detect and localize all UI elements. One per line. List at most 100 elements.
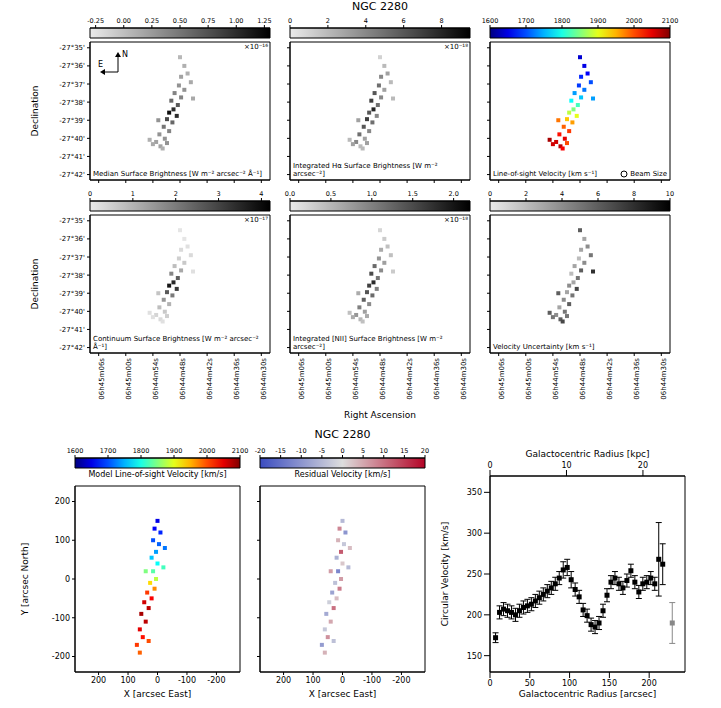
svg-text:0.50: 0.50 bbox=[173, 17, 187, 25]
svg-text:1.0: 1.0 bbox=[367, 190, 377, 198]
svg-text:X [arcsec East]: X [arcsec East] bbox=[124, 689, 191, 699]
svg-text:0: 0 bbox=[340, 676, 345, 685]
svg-text:06h44m36s: 06h44m36s bbox=[433, 358, 441, 400]
svg-text:0.75: 0.75 bbox=[201, 17, 215, 25]
svg-text:06h45m00s: 06h45m00s bbox=[125, 358, 133, 400]
svg-text:250: 250 bbox=[467, 570, 482, 579]
svg-text:0: 0 bbox=[155, 676, 160, 685]
svg-text:-27°36': -27°36' bbox=[59, 235, 85, 243]
svg-text:06h44m30s: 06h44m30s bbox=[460, 358, 468, 400]
svg-text:-27°35': -27°35' bbox=[59, 44, 85, 52]
svg-text:50: 50 bbox=[525, 679, 535, 688]
svg-text:2000: 2000 bbox=[626, 17, 643, 25]
svg-text:20: 20 bbox=[638, 461, 648, 470]
svg-text:2: 2 bbox=[326, 17, 330, 25]
svg-text:200: 200 bbox=[55, 497, 70, 506]
svg-text:5: 5 bbox=[361, 447, 365, 455]
svg-text:0.25: 0.25 bbox=[145, 17, 159, 25]
svg-text:6: 6 bbox=[596, 190, 600, 198]
svg-text:06h45m00s: 06h45m00s bbox=[525, 358, 533, 400]
svg-text:-27°39': -27°39' bbox=[59, 117, 85, 125]
svg-text:Y [arcsec North]: Y [arcsec North] bbox=[20, 543, 30, 617]
svg-text:6: 6 bbox=[402, 17, 406, 25]
svg-text:06h44m30s: 06h44m30s bbox=[260, 358, 268, 400]
svg-text:-27°41': -27°41' bbox=[59, 326, 85, 334]
svg-text:0: 0 bbox=[65, 575, 70, 584]
svg-text:-27°42': -27°42' bbox=[59, 171, 85, 179]
svg-text:E: E bbox=[98, 60, 103, 69]
svg-text:Galactocentric Radius [arcsec]: Galactocentric Radius [arcsec] bbox=[519, 689, 656, 699]
svg-text:150: 150 bbox=[602, 679, 617, 688]
svg-text:-200: -200 bbox=[392, 676, 410, 685]
svg-text:2.0: 2.0 bbox=[448, 190, 458, 198]
svg-text:200: 200 bbox=[276, 676, 291, 685]
svg-text:4: 4 bbox=[560, 190, 564, 198]
svg-text:0.00: 0.00 bbox=[117, 17, 131, 25]
svg-text:06h44m36s: 06h44m36s bbox=[233, 358, 241, 400]
svg-text:06h44m42s: 06h44m42s bbox=[606, 358, 614, 400]
svg-text:N: N bbox=[122, 50, 128, 59]
svg-text:-27°37': -27°37' bbox=[59, 254, 85, 262]
svg-text:06h44m42s: 06h44m42s bbox=[206, 358, 214, 400]
svg-text:200: 200 bbox=[91, 676, 106, 685]
svg-text:X [arcsec East]: X [arcsec East] bbox=[309, 689, 376, 699]
svg-text:0: 0 bbox=[288, 17, 292, 25]
svg-text:1.00: 1.00 bbox=[229, 17, 243, 25]
svg-text:2: 2 bbox=[524, 190, 528, 198]
svg-text:-27°37': -27°37' bbox=[59, 81, 85, 89]
svg-text:0: 0 bbox=[340, 447, 344, 455]
svg-text:-100: -100 bbox=[178, 676, 196, 685]
svg-text:-27°42': -27°42' bbox=[59, 344, 85, 352]
svg-text:-200: -200 bbox=[52, 652, 70, 661]
svg-text:0.5: 0.5 bbox=[326, 190, 336, 198]
svg-text:06h45m06s: 06h45m06s bbox=[498, 358, 506, 400]
svg-text:0: 0 bbox=[487, 679, 492, 688]
svg-text:06h44m42s: 06h44m42s bbox=[406, 358, 414, 400]
svg-text:06h44m48s: 06h44m48s bbox=[579, 358, 587, 400]
svg-text:0: 0 bbox=[88, 190, 92, 198]
svg-text:2000: 2000 bbox=[199, 447, 216, 455]
svg-text:-10: -10 bbox=[296, 447, 307, 455]
svg-text:1600: 1600 bbox=[67, 447, 84, 455]
svg-text:8: 8 bbox=[440, 17, 444, 25]
svg-text:06h45m00s: 06h45m00s bbox=[325, 358, 333, 400]
svg-text:06h44m54s: 06h44m54s bbox=[552, 358, 560, 400]
svg-text:-200: -200 bbox=[207, 676, 225, 685]
svg-text:0: 0 bbox=[488, 190, 492, 198]
svg-text:06h44m36s: 06h44m36s bbox=[633, 358, 641, 400]
svg-text:2100: 2100 bbox=[662, 17, 679, 25]
svg-text:-27°35': -27°35' bbox=[59, 217, 85, 225]
svg-text:100: 100 bbox=[305, 676, 320, 685]
svg-text:10: 10 bbox=[666, 190, 674, 198]
svg-text:-100: -100 bbox=[52, 614, 70, 623]
svg-text:1.25: 1.25 bbox=[257, 17, 271, 25]
svg-text:2100: 2100 bbox=[232, 447, 249, 455]
svg-text:100: 100 bbox=[120, 676, 135, 685]
svg-text:10: 10 bbox=[380, 447, 388, 455]
svg-text:-27°40': -27°40' bbox=[59, 308, 85, 316]
svg-text:1900: 1900 bbox=[166, 447, 183, 455]
svg-text:150: 150 bbox=[467, 652, 482, 661]
svg-text:3: 3 bbox=[217, 190, 221, 198]
svg-text:06h45m06s: 06h45m06s bbox=[98, 358, 106, 400]
svg-text:15: 15 bbox=[400, 447, 408, 455]
svg-text:06h44m48s: 06h44m48s bbox=[179, 358, 187, 400]
svg-text:0.0: 0.0 bbox=[285, 190, 295, 198]
svg-text:-27°36': -27°36' bbox=[59, 62, 85, 70]
svg-text:1.5: 1.5 bbox=[408, 190, 418, 198]
svg-text:-27°38': -27°38' bbox=[59, 272, 85, 280]
svg-text:10: 10 bbox=[561, 461, 571, 470]
svg-text:1800: 1800 bbox=[133, 447, 150, 455]
svg-text:-0.25: -0.25 bbox=[87, 17, 104, 25]
svg-text:-27°39': -27°39' bbox=[59, 290, 85, 298]
svg-text:Circular Velocity [km/s]: Circular Velocity [km/s] bbox=[440, 522, 450, 626]
svg-text:8: 8 bbox=[632, 190, 636, 198]
svg-text:200: 200 bbox=[642, 679, 657, 688]
svg-text:-27°40': -27°40' bbox=[59, 135, 85, 143]
svg-text:06h44m48s: 06h44m48s bbox=[379, 358, 387, 400]
svg-text:Declination: Declination bbox=[30, 86, 40, 137]
svg-text:06h44m54s: 06h44m54s bbox=[152, 358, 160, 400]
svg-text:06h45m06s: 06h45m06s bbox=[298, 358, 306, 400]
svg-text:1800: 1800 bbox=[554, 17, 571, 25]
svg-text:1700: 1700 bbox=[518, 17, 535, 25]
